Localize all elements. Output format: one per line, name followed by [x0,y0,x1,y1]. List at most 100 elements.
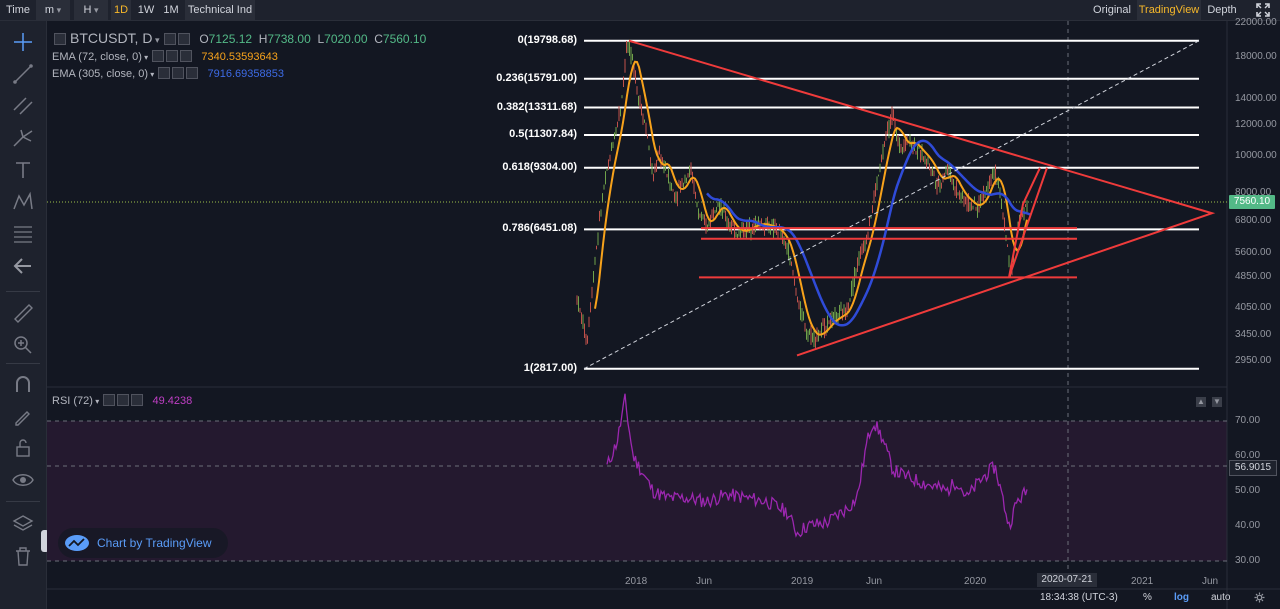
price-pane[interactable] [47,21,1227,387]
toolbar-divider [6,501,40,502]
hide-series-icon[interactable] [177,32,190,45]
rsi-axis-tick: 50.00 [1235,485,1261,496]
price-axis-tick: 18000.00 [1235,50,1277,62]
pane-minimize-icon[interactable]: ▼ [1212,397,1222,407]
hour-interval-dropdown[interactable]: H [74,0,108,20]
crosshair-date-marker: 2020-07-21 [1037,573,1097,587]
pitchfork-icon[interactable] [11,127,35,149]
technical-indicators-button[interactable]: Technical Ind [185,0,255,20]
sidebar-collapse-handle[interactable] [41,530,49,552]
fib-level-label: 0.618(9304.00) [502,160,577,173]
fullscreen-icon[interactable] [1252,0,1274,20]
chart-settings-gear-icon[interactable] [1254,592,1265,603]
rsi-hide-icon[interactable] [117,394,130,407]
price-axis-tick: 14000.00 [1235,93,1277,105]
lock-icon[interactable] [11,437,35,459]
last-price-marker: 7560.10 [1229,195,1275,209]
pattern-tool-icon[interactable] [11,191,35,213]
time-axis-tick: 2020 [964,576,987,587]
price-axis-tick: 4850.00 [1235,271,1272,283]
ema-fast-settings-icon[interactable] [152,50,165,63]
interval-1m-button[interactable]: 1M [163,4,179,16]
price-axis-tick: 3450.00 [1235,328,1272,340]
zoom-in-icon[interactable] [11,333,35,355]
price-axis-tick: 12000.00 [1235,118,1277,130]
parallel-channel-icon[interactable] [11,95,35,117]
rsi-legend: RSI (72) ▾ 49.4238 [52,394,193,407]
low-value: 7020.00 [324,32,368,46]
settings-icon[interactable] [163,32,176,45]
price-axis-tick: 22000.00 [1235,17,1277,28]
ruler-icon[interactable] [11,301,35,323]
magnet-icon[interactable] [11,373,35,395]
price-axis-tick: 4050.00 [1235,301,1272,313]
rsi-axis-tick: 40.00 [1235,520,1261,531]
ema-slow-line [706,139,1032,327]
ema-slow-label: EMA (305, close, 0) [52,68,148,80]
fib-retracement-icon[interactable] [11,223,35,245]
price-chart[interactable] [47,21,1280,609]
close-value: 7560.10 [382,32,427,46]
price-axis-tick: 10000.00 [1235,149,1277,161]
view-tradingview-button[interactable]: TradingView [1137,0,1201,20]
back-arrow-icon[interactable] [11,255,35,277]
drawing-mode-icon[interactable] [11,405,35,427]
interval-1d-button[interactable]: 1D [111,0,131,20]
rsi-value: 49.4238 [152,395,193,407]
crosshair-icon[interactable] [11,31,35,53]
pane-maximize-icon[interactable]: ▲ [1196,397,1206,407]
high-label: H [258,32,268,46]
ema-slow-legend: EMA (305, close, 0) ▾ 7916.69358853 [52,67,284,80]
triangle-pattern [628,39,1216,357]
time-axis-tick: Jun [1202,576,1219,587]
text-tool-icon[interactable] [11,159,35,181]
ema-slow-value: 7916.69358853 [207,68,284,80]
inner-triangle-pattern [1008,167,1048,278]
time-label: Time [5,4,31,16]
rsi-value-marker: 56.9015 [1229,460,1277,476]
rsi-band [47,421,1227,561]
ema-fast-label: EMA (72, close, 0) [52,51,142,63]
view-original-button[interactable]: Original [1093,4,1131,16]
top-toolbar: Time m H 1D 1W 1M Technical Ind Original… [0,0,1280,21]
collapse-legend-icon[interactable] [54,32,66,45]
log-scale-button[interactable]: log [1174,592,1189,603]
ema-slow-hide-icon[interactable] [172,67,185,80]
layers-icon[interactable] [11,513,35,535]
trash-icon[interactable] [11,545,35,567]
tradingview-watermark[interactable]: Chart by TradingView [58,528,228,558]
ema-fast-legend: EMA (72, close, 0) ▾ 7340.53593643 [52,50,278,63]
auto-scale-button[interactable]: auto [1211,592,1231,603]
fib-level-label: 0.236(15791.00) [496,71,577,84]
fib-level-label: 0(19798.68) [517,33,577,46]
symbol-name: BTCUSDT, D [70,30,153,46]
toolbar-divider [6,291,40,292]
open-label: O [199,32,209,46]
symbol-legend: BTCUSDT, D ▾ O7125.12 H7738.00 L7020.00 … [52,30,426,46]
toolbar-divider [6,363,40,364]
drawing-toolbar [0,21,47,609]
time-axis-tick: 2019 [791,576,814,587]
ema-fast-remove-icon[interactable] [180,50,193,63]
ema-slow-remove-icon[interactable] [186,67,199,80]
rsi-settings-icon[interactable] [103,394,116,407]
percent-scale-button[interactable]: % [1143,592,1152,603]
ema-fast-line [594,60,1028,336]
rsi-line [606,393,1028,538]
ema-fast-value: 7340.53593643 [201,51,278,63]
rsi-remove-icon[interactable] [131,394,144,407]
view-depth-button[interactable]: Depth [1207,4,1237,16]
price-axis-tick: 5600.00 [1235,247,1272,259]
interval-1w-button[interactable]: 1W [137,4,155,16]
low-label: L [317,32,325,46]
eye-icon[interactable] [11,469,35,491]
fib-level-label: 0.382(13311.68) [496,100,577,113]
ema-fast-hide-icon[interactable] [166,50,179,63]
watermark-text: Chart by TradingView [97,536,212,550]
minute-interval-dropdown[interactable]: m [36,0,70,20]
time-axis-tick: 2021 [1131,576,1154,587]
time-axis-tick: 2018 [625,576,648,587]
trend-line-icon[interactable] [11,63,35,85]
fib-level-label: 0.5(11307.84) [509,127,577,140]
ema-slow-settings-icon[interactable] [158,67,171,80]
